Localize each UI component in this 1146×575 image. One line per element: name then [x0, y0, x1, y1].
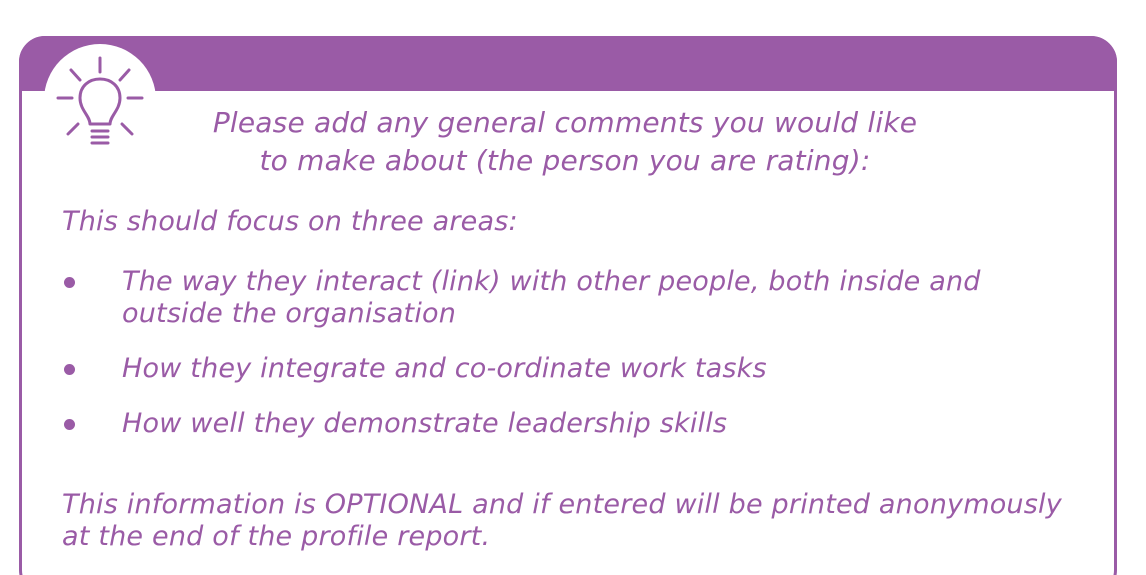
lightbulb-badge [44, 44, 156, 156]
bullet-dot [64, 364, 75, 375]
lightbulb-icon [56, 56, 144, 145]
optional-note: This information is OPTIONAL and if ente… [62, 489, 1102, 553]
prompt-line-2: to make about (the person you are rating… [259, 144, 871, 177]
bullet-dot [64, 277, 75, 288]
optional-note-line-2: at the end of the profile report. [62, 521, 491, 552]
comments-prompt: Please add any general comments you woul… [186, 104, 944, 180]
comments-card [19, 36, 1117, 575]
focus-intro: This should focus on three areas: [62, 206, 518, 237]
optional-note-line-1: This information is OPTIONAL and if ente… [62, 489, 1062, 520]
prompt-line-1: Please add any general comments you woul… [212, 106, 918, 139]
focus-area-item: How well they demonstrate leadership ski… [60, 408, 1100, 440]
focus-area-text: How they integrate and co-ordinate work … [122, 353, 767, 384]
focus-area-text-line-1: The way they interact (link) with other … [122, 266, 981, 297]
card-header-bar [19, 36, 1117, 91]
focus-area-item: The way they interact (link) with other … [60, 266, 1100, 330]
bullet-dot [64, 419, 75, 430]
focus-area-text: How well they demonstrate leadership ski… [122, 408, 728, 439]
focus-area-text-line-2: outside the organisation [122, 298, 457, 329]
focus-areas-list: The way they interact (link) with other … [60, 266, 1100, 463]
focus-area-item: How they integrate and co-ordinate work … [60, 353, 1100, 385]
